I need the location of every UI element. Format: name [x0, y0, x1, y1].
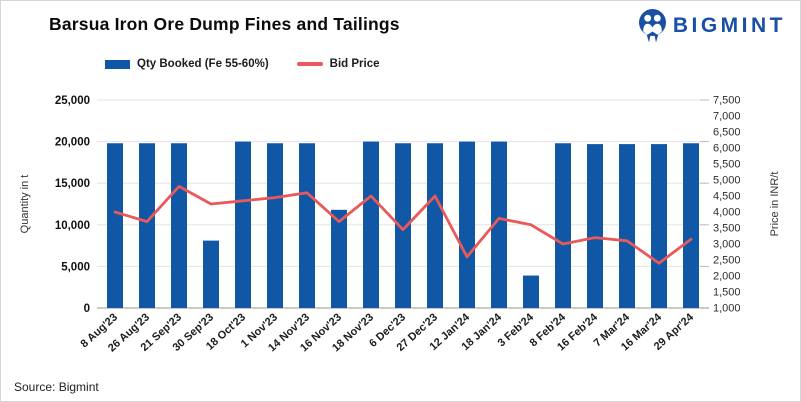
chart-title: Barsua Iron Ore Dump Fines and Tailings: [49, 14, 400, 34]
legend-item-qty: Qty Booked (Fe 55-60%): [105, 58, 269, 70]
right-axis-tick: 7,500: [713, 95, 741, 107]
qty-bar: [107, 143, 123, 308]
right-axis-tick: 1,000: [713, 303, 741, 315]
qty-bar: [555, 143, 571, 308]
qty-bar: [235, 141, 251, 308]
bigmint-logo-icon: [637, 8, 668, 44]
price-legend-label: Bid Price: [329, 58, 380, 70]
qty-bar: [267, 143, 283, 308]
qty-bar: [363, 141, 379, 308]
left-axis-title: Quantity in t: [19, 175, 31, 234]
left-axis-tick: 5,000: [61, 261, 90, 273]
right-axis-tick: 2,000: [713, 271, 741, 283]
right-axis-tick: 6,500: [713, 127, 741, 139]
left-axis-tick: 20,000: [55, 137, 90, 149]
left-axis-tick: 25,000: [55, 95, 90, 107]
brand-name: BIGMINT: [672, 14, 786, 37]
right-axis-tick: 3,000: [713, 239, 741, 251]
qty-swatch: [105, 59, 130, 69]
qty-bar: [651, 144, 667, 308]
right-axis-tick: 6,000: [713, 143, 741, 155]
qty-bar: [619, 144, 635, 308]
qty-bar: [395, 143, 411, 308]
qty-bar: [523, 275, 539, 308]
qty-bar: [459, 141, 475, 308]
qty-bar: [587, 144, 603, 308]
right-axis-tick: 5,500: [713, 159, 741, 171]
left-axis-tick: 10,000: [55, 220, 90, 232]
qty-bar: [299, 143, 315, 308]
right-axis-tick: 4,000: [713, 207, 741, 219]
bid-price-line: [113, 184, 693, 265]
qty-bar: [491, 141, 507, 308]
left-axis-tick: 15,000: [55, 178, 90, 190]
brand-logo: BIGMINT: [637, 8, 786, 44]
right-axis-title: Price in INR/t: [769, 172, 781, 237]
qty-bar: [139, 143, 155, 308]
qty-bar: [331, 209, 347, 308]
price-swatch: [296, 62, 323, 66]
legend-item-price: Bid Price: [296, 58, 380, 70]
qty-bar: [683, 143, 699, 308]
right-axis-tick: 7,000: [713, 111, 741, 123]
right-axis-tick: 4,500: [713, 191, 741, 203]
right-axis-tick: 1,500: [713, 287, 741, 299]
qty-bar: [203, 240, 219, 308]
right-axis-tick: 3,500: [713, 223, 741, 235]
right-axis-tick: 2,500: [713, 255, 741, 267]
qty-bar: [171, 143, 187, 308]
right-axis-tick: 5,000: [713, 175, 741, 187]
chart-legend: Qty Booked (Fe 55-60%) Bid Price: [105, 58, 380, 70]
qty-legend-label: Qty Booked (Fe 55-60%): [137, 58, 269, 70]
qty-bar: [427, 143, 443, 308]
source-note: Source: Bigmint: [14, 380, 99, 394]
left-axis-tick: 0: [84, 303, 90, 315]
